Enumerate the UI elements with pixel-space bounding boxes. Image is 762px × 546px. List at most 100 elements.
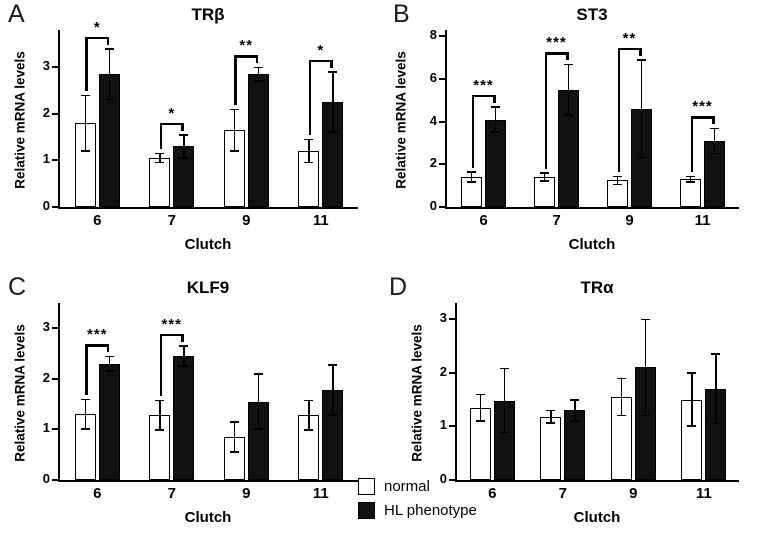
significance-stars: ** — [622, 29, 637, 47]
sig-bracket-left — [234, 55, 237, 106]
bar-hl-phenotype — [98, 363, 120, 480]
y-tick-label: 1 — [439, 417, 447, 433]
error-bar — [308, 139, 310, 163]
error-bar — [332, 364, 334, 416]
error-bar — [257, 67, 259, 82]
y-axis-label: Relative mRNA levels — [409, 324, 425, 462]
category-label: 11 — [695, 485, 712, 502]
sig-bracket-left — [690, 116, 693, 173]
sig-bracket-left — [159, 122, 163, 150]
error-bar — [84, 95, 86, 152]
error-cap-top — [253, 66, 263, 69]
error-cap-top — [104, 48, 114, 50]
sig-bracket-top — [85, 344, 110, 347]
bar-hl-phenotype — [173, 356, 195, 480]
legend-label-hl-phenotype: HL phenotype — [384, 502, 477, 519]
category-label: 9 — [629, 485, 638, 502]
y-tick-label: 3 — [439, 310, 447, 326]
error-bar — [503, 368, 505, 433]
sig-bracket-top — [690, 116, 715, 119]
error-cap-top — [229, 108, 239, 111]
y-tick-label: 2 — [42, 104, 50, 120]
error-cap-top — [253, 373, 263, 375]
error-cap-bottom — [467, 181, 476, 183]
error-cap-bottom — [499, 431, 509, 434]
category-label: 7 — [167, 485, 176, 502]
y-tick — [52, 428, 60, 431]
error-cap-bottom — [687, 425, 697, 427]
error-cap-bottom — [104, 370, 114, 372]
plot-area: 0 1 2 3 6 7 9 11 — [440, 303, 739, 502]
error-bar — [479, 394, 481, 421]
x-axis-label: Clutch — [568, 236, 616, 253]
sig-bracket-left — [85, 36, 88, 92]
error-cap-top — [475, 393, 485, 396]
error-cap-bottom — [304, 161, 314, 164]
error-cap-top — [467, 171, 476, 173]
sig-bracket-top — [234, 55, 259, 58]
bar-normal — [680, 179, 701, 207]
error-cap-top — [710, 127, 719, 130]
y-tick — [449, 371, 457, 374]
sig-bracket-left — [617, 47, 620, 173]
error-cap-top — [637, 59, 646, 61]
y-tick-label: 1 — [42, 420, 50, 436]
error-bar — [159, 400, 161, 431]
chart-title: KLF9 — [186, 278, 230, 297]
y-tick-label: 2 — [429, 155, 437, 171]
error-bar — [616, 176, 619, 185]
error-bar — [640, 59, 643, 158]
y-tick-label: 0 — [42, 198, 50, 213]
error-cap-top — [540, 172, 549, 174]
x-axis-label: Clutch — [184, 236, 232, 253]
plot-area: 0 2 4 6 8 6 *** 7 *** 9 ** 11 *** — [430, 27, 739, 229]
y-tick-label: 0 — [429, 198, 437, 213]
sig-bracket-right — [639, 47, 642, 56]
sig-bracket-right — [106, 344, 110, 353]
category-label: 7 — [558, 485, 567, 502]
error-cap-top — [491, 106, 500, 108]
significance-stars: ** — [239, 37, 254, 55]
error-cap-bottom — [711, 422, 721, 425]
panel-letter: C — [8, 273, 27, 301]
error-bar — [257, 373, 259, 430]
significance-stars: * — [317, 41, 325, 59]
y-tick — [52, 479, 60, 481]
error-cap-bottom — [328, 414, 338, 416]
y-tick — [52, 206, 60, 208]
error-bar — [183, 134, 185, 159]
panel-d: D TRα Relative mRNA levels 0 1 2 3 6 7 9 11 Clu… — [381, 273, 762, 546]
error-cap-bottom — [546, 422, 556, 424]
legend-item-hl-phenotype: HL phenotype — [358, 502, 477, 519]
error-cap-top — [304, 399, 314, 402]
y-tick — [439, 206, 447, 208]
y-tick — [439, 120, 447, 123]
y-axis-label: Relative mRNA levels — [393, 51, 409, 189]
y-tick-label: 3 — [42, 58, 50, 74]
bar-normal — [149, 158, 171, 207]
error-cap-bottom — [253, 80, 263, 82]
y-tick — [449, 425, 457, 428]
panel-a: A TRβ Relative mRNA levels 0 1 2 3 6 * 7 * 9 ** 11… — [0, 0, 381, 273]
error-cap-bottom — [616, 414, 626, 417]
y-tick-label: 3 — [42, 319, 50, 335]
y-tick — [449, 479, 457, 481]
significance-stars: * — [168, 104, 176, 122]
error-bar — [644, 319, 646, 416]
error-cap-top — [686, 175, 695, 178]
error-cap-top — [328, 364, 338, 366]
sig-bracket-right — [106, 36, 110, 45]
y-axis-label: Relative mRNA levels — [12, 324, 28, 462]
sig-bracket-right — [566, 52, 569, 61]
significance-stars: * — [93, 18, 101, 36]
sig-bracket-left — [544, 52, 547, 169]
sig-bracket-left — [85, 344, 88, 396]
error-cap-bottom — [637, 156, 646, 159]
sig-bracket-right — [181, 333, 184, 342]
error-cap-bottom — [155, 429, 165, 431]
significance-stars: *** — [692, 98, 713, 116]
error-bar — [332, 71, 334, 133]
panel-letter: B — [393, 0, 410, 28]
x-axis-label: Clutch — [184, 509, 232, 526]
